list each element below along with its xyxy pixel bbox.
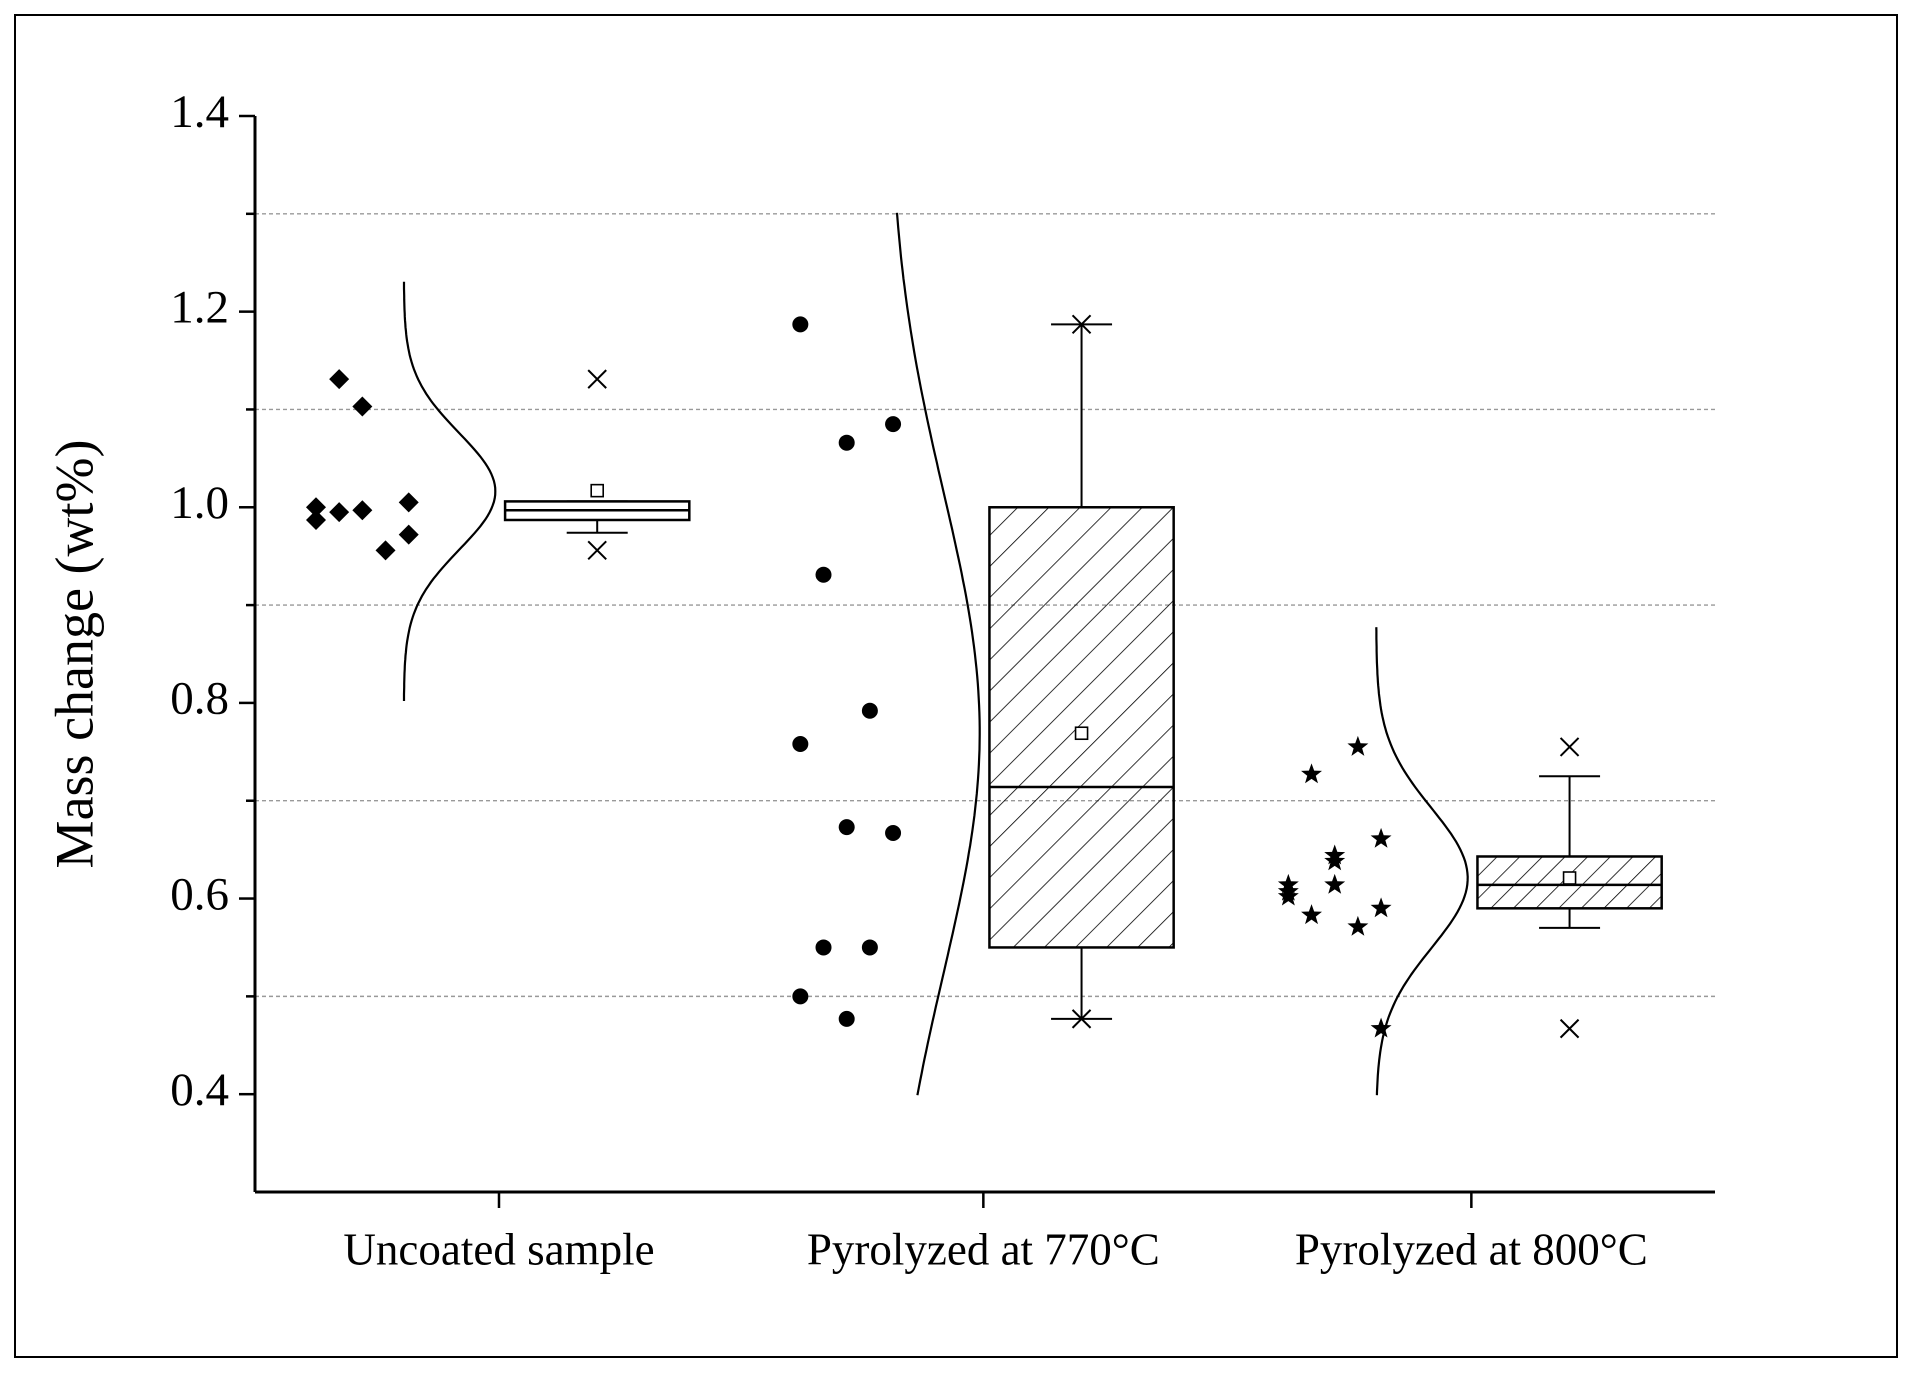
point [861, 702, 878, 719]
point [1324, 844, 1346, 865]
point [861, 939, 878, 956]
y-tick-label: 1.4 [170, 86, 229, 138]
frame [14, 14, 1898, 1358]
point [1277, 873, 1299, 894]
point [838, 819, 855, 836]
point [329, 369, 350, 390]
point [305, 497, 326, 518]
point [885, 825, 902, 842]
point [329, 502, 350, 523]
point [885, 416, 902, 433]
extreme-marker [1559, 737, 1580, 757]
extreme-marker [1071, 314, 1092, 335]
x-tick-label: Pyrolyzed at 800°C [1295, 1224, 1648, 1274]
extreme-marker [587, 540, 607, 561]
point [815, 939, 832, 956]
y-axis-title: Mass change (wt%) [44, 440, 104, 869]
point [1370, 897, 1392, 918]
normal-curve [402, 281, 497, 701]
x-tick-label: Uncoated sample [343, 1224, 654, 1274]
point [1347, 735, 1369, 756]
mean-marker [1074, 726, 1089, 741]
y-tick-label: 1.0 [170, 477, 229, 529]
mean-marker [1562, 871, 1577, 885]
point [1324, 850, 1346, 871]
point [1370, 1017, 1392, 1038]
point [1347, 915, 1369, 936]
extreme-marker [1559, 1018, 1580, 1039]
y-tick-label: 0.8 [170, 673, 229, 725]
y-tick-label: 0.4 [170, 1064, 229, 1116]
point [815, 566, 832, 583]
point [792, 316, 809, 333]
x-tick-label: Pyrolyzed at 770°C [807, 1224, 1160, 1274]
point [375, 540, 396, 561]
point [792, 988, 809, 1005]
point [1277, 885, 1299, 906]
extreme-marker [1071, 1009, 1092, 1029]
normal-curve [1375, 627, 1469, 1096]
point [1301, 904, 1322, 925]
point [838, 1010, 855, 1027]
point [398, 492, 419, 513]
y-tick-label: 1.2 [170, 281, 229, 333]
mean-marker [590, 483, 605, 498]
point [305, 509, 326, 530]
extreme-marker [587, 369, 607, 389]
point [1370, 827, 1392, 848]
point [352, 500, 373, 521]
point [1301, 763, 1322, 784]
point [1324, 873, 1346, 894]
normal-curve [895, 212, 981, 1096]
point [792, 735, 809, 752]
point [398, 524, 419, 545]
point [838, 434, 855, 451]
y-tick-label: 0.6 [170, 868, 229, 920]
point [352, 396, 373, 417]
